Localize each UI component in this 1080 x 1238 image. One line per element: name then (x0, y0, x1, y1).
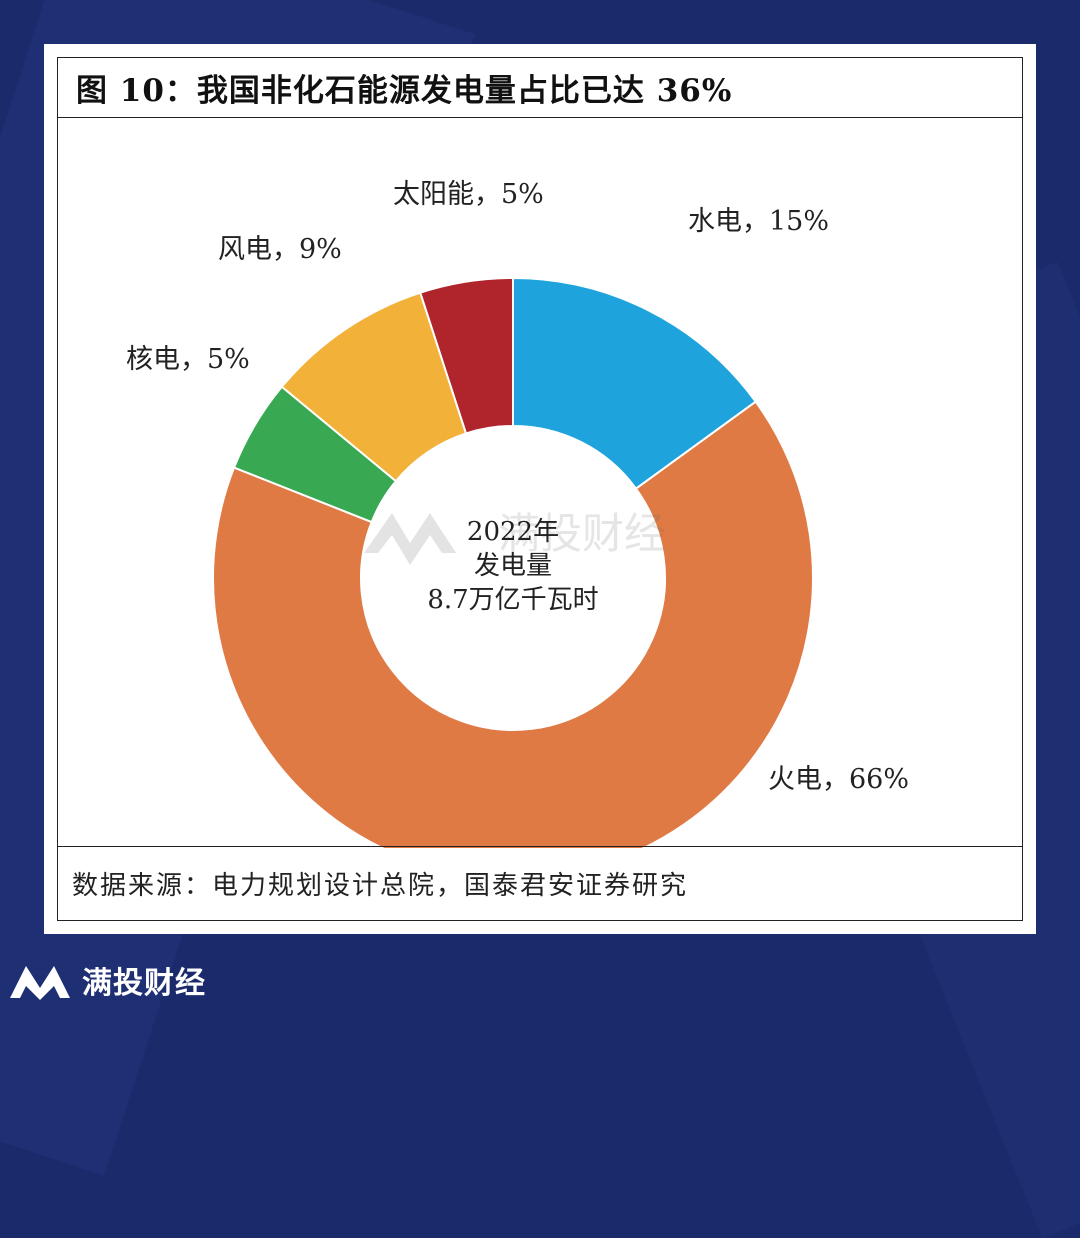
brand-logo-icon (10, 966, 70, 1000)
slices-group (212, 276, 814, 879)
slice-label-1: 水电，15% (688, 206, 829, 237)
slice-1 (512, 276, 758, 491)
center-label-line-1: 2022年 (467, 517, 559, 547)
chart-frame: 图 10：我国非化石能源发电量占比已达 36% 满投财经 2022年发电量 8.7… (57, 57, 1023, 921)
source-bar: 数据来源：电力规划设计总院，国泰君安证券研究 (58, 846, 1022, 920)
watermark: 满投财经 (364, 509, 666, 565)
chart-area: 满投财经 2022年发电量 8.7万亿千瓦时 水电，15% 火电，66% 核电，5% 风… (58, 118, 1022, 879)
center-label-line-3: 8.7万亿千瓦时 (427, 585, 598, 615)
chart-title: 图 10：我国非化石能源发电量占比已达 36% (76, 73, 733, 109)
footer-brand: 满投财经 (82, 966, 206, 1001)
title-bar: 图 10：我国非化石能源发电量占比已达 36% (58, 58, 1022, 118)
watermark-text: 满投财经 (498, 509, 666, 558)
slice-labels-group: 水电，15% 火电，66% 核电，5% 风电，9% 太阳能，5% (126, 179, 909, 795)
center-label-line-2: 发电量 (474, 551, 552, 581)
slice-2 (212, 400, 814, 879)
watermark-logo-icon (364, 513, 456, 565)
slice-label-3: 核电，5% (126, 344, 250, 375)
chart-card: 图 10：我国非化石能源发电量占比已达 36% 满投财经 2022年发电量 8.7… (44, 44, 1036, 934)
footer: 满投财经 (8, 958, 206, 1002)
slice-5 (419, 276, 514, 435)
slice-label-2: 火电，66% (768, 764, 909, 795)
source-note: 数据来源：电力规划设计总院，国泰君安证券研究 (72, 871, 689, 901)
slice-label-4: 风电，9% (218, 234, 342, 265)
slice-label-5: 太阳能，5% (393, 179, 544, 210)
